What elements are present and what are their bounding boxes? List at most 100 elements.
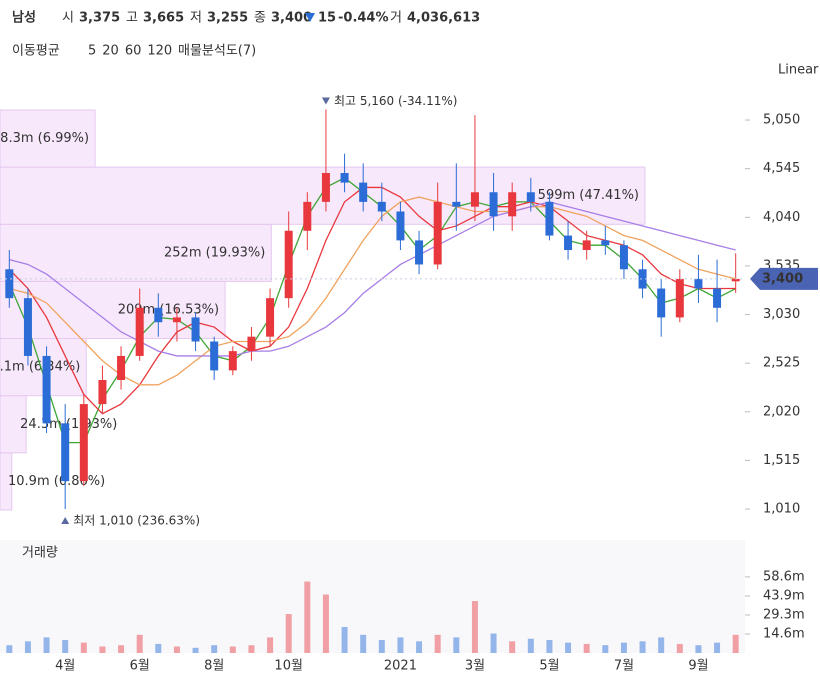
y-tick-label: 2,020 [763,404,800,419]
volume-bar [714,642,721,653]
x-tick-label: 2021 [384,659,417,674]
candle-body [321,172,330,202]
legend-title: 이동평균 [12,44,60,59]
volume-bar [378,640,385,653]
x-tick-label: 10월 [274,659,303,674]
volume-bar [211,645,218,653]
volume-bar [118,645,125,653]
y-tick-label: 4,040 [763,210,800,225]
volume-bar [173,646,180,653]
candle-body [731,278,740,282]
legend-item: 60 [125,44,142,59]
candle-body [713,288,722,308]
candle-body [61,423,70,482]
label: 저 [190,11,202,26]
candle-body [154,307,163,323]
y-tick-label: 5,050 [763,113,800,128]
volume-bar [676,643,683,653]
volume-bar [341,627,348,653]
low-marker [61,517,70,525]
candle-body [470,192,479,207]
candle-body [23,298,32,356]
volume-title: 거래량 [22,546,58,561]
change: 15 [318,11,336,26]
volume-bar [434,634,441,653]
high-marker [321,97,330,105]
candle-body [619,245,628,270]
ma-line [8,177,736,444]
profile-label: 10.9m (0.86%) [8,474,105,489]
value: 4,036,613 [407,11,480,26]
volume-tick-label: 58.6m [763,569,805,584]
profile-label: 88.3m (6.99%) [0,131,89,146]
volume-bar [192,647,199,653]
volume-bar [6,645,13,653]
x-tick-label: 9월 [688,659,708,674]
volume-tick-label: 43.9m [763,588,805,603]
value: 3,665 [143,11,184,26]
volume-bar [416,641,423,653]
candle-body [210,341,219,371]
volume-bar [471,601,478,653]
volume-bar [565,642,572,653]
volume-bar [639,641,646,653]
x-tick-label: 7월 [614,659,634,674]
profile-label: 252m (19.93%) [164,245,265,260]
volume-bar [285,614,292,653]
volume-bar [360,634,367,653]
volume-bar [229,646,236,653]
candle-body [98,380,107,405]
volume-panel [0,540,745,653]
y-tick-label: 4,545 [763,161,800,176]
volume-bar [136,634,143,653]
candle-body [228,351,237,371]
candle-body [657,288,666,318]
x-tick-label: 3월 [465,659,485,674]
volume-bar [620,642,627,653]
volume-bar [43,637,50,653]
value: 3,255 [207,11,248,26]
change-pct: -0.44% [338,11,389,26]
y-tick-label: 2,525 [763,356,800,371]
candle-body [415,240,424,265]
volume-bar [322,594,329,653]
candle-body [340,172,349,183]
value: 3,400 [271,11,312,26]
candle-body [694,278,703,289]
candle-body [266,298,275,337]
volume-bar [453,637,460,653]
y-tick-label: 3,030 [763,307,800,322]
profile-bar [0,223,272,282]
candle-body [303,201,312,231]
candle-body [359,182,368,202]
current-tag [750,267,818,290]
ma-line [9,196,736,386]
candle-body [582,240,591,251]
volume-bar [24,641,31,653]
volume-bar [62,640,69,653]
candle-body [675,278,684,318]
volume-bar [397,637,404,653]
candle-body [135,307,144,356]
ma-line [9,201,736,357]
x-tick-label: 4월 [55,659,75,674]
candle-body [638,269,647,289]
candle-body [396,211,405,241]
volume-bar [732,634,739,653]
y-tick-label: 1,010 [763,502,800,517]
candle-body [284,230,293,299]
volume-bar [527,638,534,653]
label: 고 [126,11,138,26]
profile-label: 599m (47.41%) [538,188,639,203]
candle-body [172,317,181,323]
volume-bar [267,637,274,653]
candle-body [433,201,442,265]
legend-item: 120 [147,44,172,59]
volume-bar [155,643,162,653]
legend-item: 5 [88,44,96,59]
candle-body [526,192,535,202]
volume-tick-label: 29.3m [763,607,805,622]
candle-body [247,336,256,352]
stock-name: 남성 [12,10,36,26]
candle-body [545,201,554,236]
